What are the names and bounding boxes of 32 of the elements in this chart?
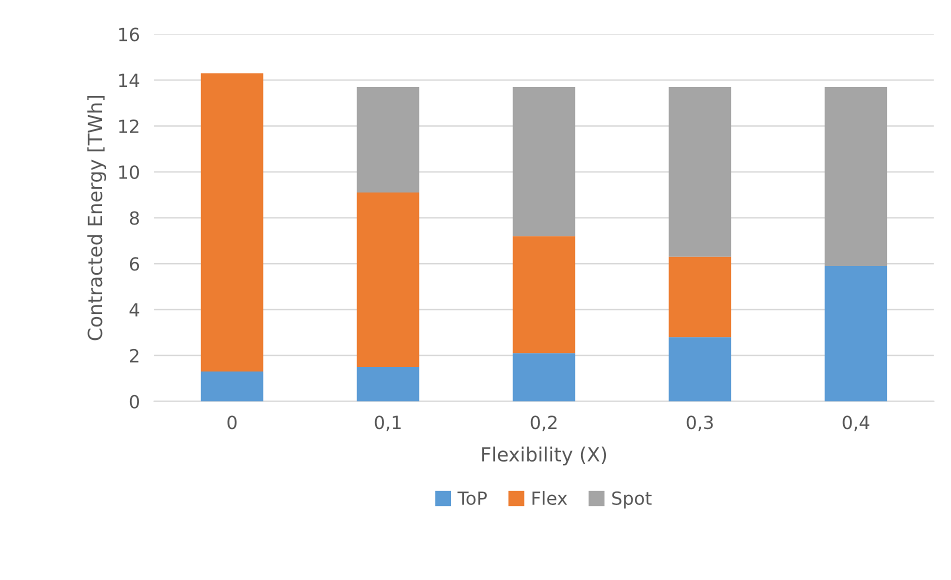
x-tick-label: 0,1 xyxy=(374,416,401,432)
x-tick-label: 0,4 xyxy=(842,416,870,432)
x-axis-title: Flexibility (X) xyxy=(482,446,606,466)
y-tick-label: 0 xyxy=(130,394,139,408)
y-tick-label: 14 xyxy=(119,74,140,87)
y-tick-label: 10 xyxy=(119,165,139,180)
y-tick-label: 8 xyxy=(130,211,139,225)
legend-label: Flex xyxy=(532,491,568,506)
y-tick-label: 16 xyxy=(119,28,140,42)
x-tick-label: 0,3 xyxy=(686,416,713,432)
bar xyxy=(668,337,732,402)
bar xyxy=(824,86,888,266)
bar xyxy=(512,353,576,402)
legend-label: ToP xyxy=(458,492,487,506)
y-tick-label: 6 xyxy=(130,257,140,271)
bar xyxy=(512,236,576,354)
bar xyxy=(200,73,264,372)
bar xyxy=(512,86,576,236)
bar xyxy=(668,256,732,338)
y-tick-label: 4 xyxy=(130,303,140,316)
y-axis-title: Contracted Energy [TWh] xyxy=(87,96,106,340)
x-tick-label: 0,2 xyxy=(530,416,557,432)
bar xyxy=(356,86,420,193)
bar xyxy=(356,192,420,367)
y-tick-label: 2 xyxy=(130,348,138,362)
y-tick-label: 12 xyxy=(119,119,138,133)
bar xyxy=(824,266,888,402)
x-tick-label: 0 xyxy=(227,416,237,430)
legend-label: Spot xyxy=(612,491,652,509)
bar xyxy=(200,372,264,402)
bar xyxy=(356,366,420,402)
bar xyxy=(668,86,732,257)
